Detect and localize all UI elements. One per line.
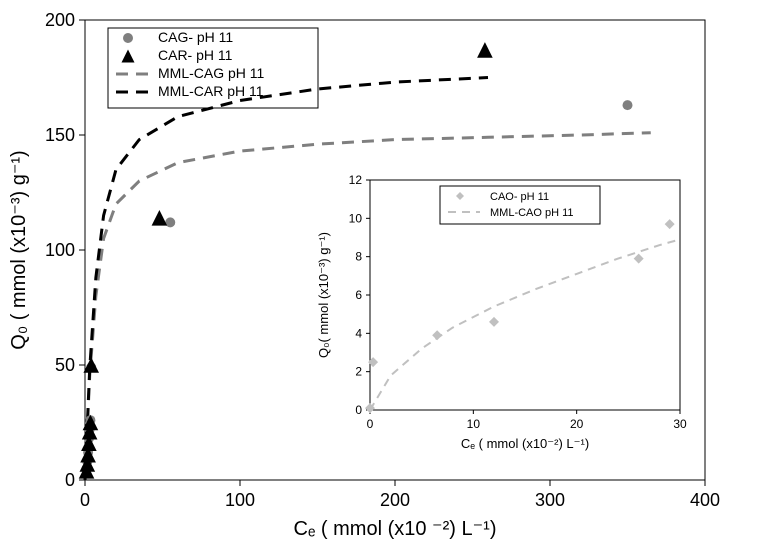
svg-text:300: 300 — [535, 490, 565, 510]
svg-text:MML-CAO pH 11: MML-CAO pH 11 — [490, 207, 574, 219]
svg-text:10: 10 — [467, 417, 481, 431]
svg-text:0: 0 — [367, 417, 374, 431]
svg-text:10: 10 — [349, 211, 363, 225]
svg-text:Cₑ ( mmol (x10 ⁻²) L⁻¹): Cₑ ( mmol (x10 ⁻²) L⁻¹) — [294, 518, 497, 540]
svg-text:CAR- pH 11: CAR- pH 11 — [158, 47, 233, 63]
svg-text:MML-CAG pH 11: MML-CAG pH 11 — [158, 65, 265, 81]
svg-text:50: 50 — [55, 355, 75, 375]
svg-text:CAG- pH 11: CAG- pH 11 — [158, 29, 233, 45]
svg-text:150: 150 — [45, 125, 75, 145]
svg-text:0: 0 — [80, 490, 90, 510]
svg-text:100: 100 — [45, 240, 75, 260]
svg-text:Cₑ ( mmol (x10⁻²) L⁻¹): Cₑ ( mmol (x10⁻²) L⁻¹) — [461, 436, 589, 451]
svg-text:2: 2 — [355, 365, 362, 379]
svg-text:400: 400 — [690, 490, 720, 510]
svg-text:0: 0 — [65, 470, 75, 490]
svg-text:Q₀ ( mmol (x10⁻³) g⁻¹): Q₀ ( mmol (x10⁻³) g⁻¹) — [8, 150, 30, 349]
svg-text:0: 0 — [355, 403, 362, 417]
svg-text:6: 6 — [355, 288, 362, 302]
svg-text:Q₀( mmol (x10⁻³) g⁻¹): Q₀( mmol (x10⁻³) g⁻¹) — [316, 232, 331, 358]
svg-text:4: 4 — [355, 326, 362, 340]
svg-text:12: 12 — [349, 173, 363, 187]
svg-text:30: 30 — [673, 417, 687, 431]
svg-text:200: 200 — [380, 490, 410, 510]
svg-text:8: 8 — [355, 250, 362, 264]
chart-svg: 0100200300400050100150200Cₑ ( mmol (x10 … — [0, 0, 757, 548]
svg-text:CAO- pH 11: CAO- pH 11 — [490, 191, 549, 203]
svg-text:20: 20 — [570, 417, 584, 431]
svg-text:200: 200 — [45, 10, 75, 30]
svg-text:MML-CAR pH 11: MML-CAR pH 11 — [158, 83, 264, 99]
chart-container: 0100200300400050100150200Cₑ ( mmol (x10 … — [0, 0, 757, 548]
svg-text:100: 100 — [225, 490, 255, 510]
